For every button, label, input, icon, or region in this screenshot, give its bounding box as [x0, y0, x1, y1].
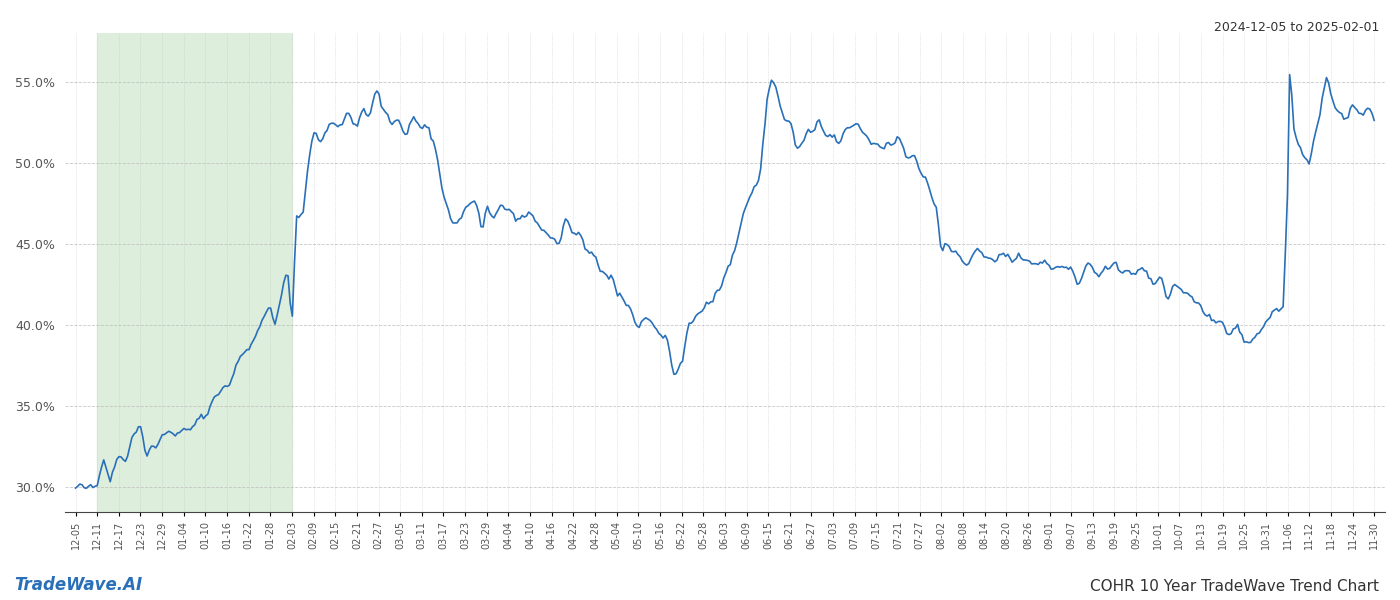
Bar — [97, 33, 293, 512]
Text: COHR 10 Year TradeWave Trend Chart: COHR 10 Year TradeWave Trend Chart — [1091, 579, 1379, 594]
Text: TradeWave.AI: TradeWave.AI — [14, 576, 143, 594]
Text: 2024-12-05 to 2025-02-01: 2024-12-05 to 2025-02-01 — [1214, 21, 1379, 34]
